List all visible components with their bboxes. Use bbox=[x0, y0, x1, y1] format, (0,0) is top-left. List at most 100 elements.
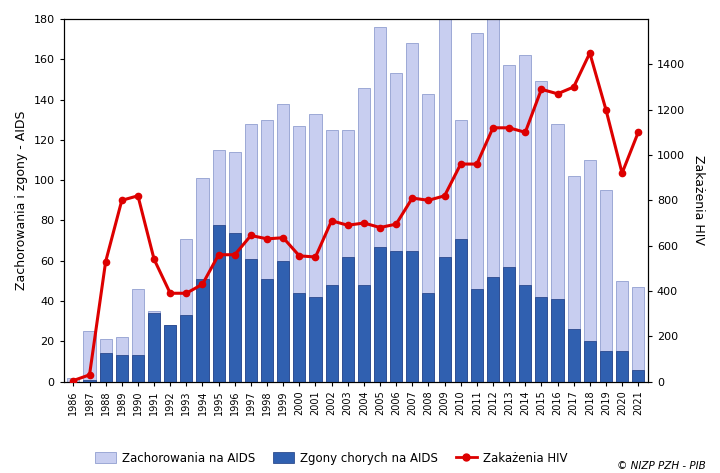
Bar bbox=[632, 287, 644, 382]
Zakażenia HIV bbox=[134, 193, 143, 199]
Zakażenia HIV bbox=[295, 253, 304, 259]
Zakażenia HIV bbox=[150, 256, 158, 262]
Zakażenia HIV bbox=[472, 161, 481, 167]
Bar bbox=[342, 130, 354, 382]
Bar bbox=[567, 329, 580, 382]
Bar bbox=[454, 120, 467, 382]
Bar bbox=[584, 342, 596, 382]
Bar bbox=[99, 339, 112, 382]
Bar bbox=[148, 313, 160, 382]
Bar bbox=[245, 259, 257, 382]
Zakażenia HIV bbox=[359, 220, 368, 226]
Zakażenia HIV bbox=[182, 290, 191, 296]
Bar bbox=[277, 261, 289, 382]
Bar bbox=[261, 279, 273, 382]
Bar bbox=[293, 126, 305, 382]
Zakażenia HIV bbox=[328, 218, 336, 224]
Bar bbox=[374, 27, 386, 382]
Zakażenia HIV bbox=[85, 372, 94, 377]
Zakażenia HIV bbox=[263, 236, 271, 242]
Zakażenia HIV bbox=[424, 198, 433, 203]
Bar bbox=[406, 43, 418, 382]
Bar bbox=[471, 33, 483, 382]
Bar bbox=[600, 190, 612, 382]
Zakażenia HIV bbox=[166, 290, 174, 296]
Zakażenia HIV bbox=[456, 161, 465, 167]
Bar bbox=[197, 178, 209, 382]
Bar bbox=[99, 353, 112, 382]
Zakażenia HIV bbox=[489, 125, 498, 131]
Bar bbox=[325, 285, 338, 382]
Bar bbox=[132, 356, 144, 382]
Zakażenia HIV bbox=[279, 235, 287, 241]
Zakażenia HIV bbox=[69, 377, 78, 383]
Zakażenia HIV bbox=[117, 198, 126, 203]
Bar bbox=[567, 176, 580, 382]
Bar bbox=[212, 225, 225, 382]
Bar bbox=[180, 238, 192, 382]
Y-axis label: Zakażenia HIV: Zakażenia HIV bbox=[692, 156, 705, 245]
Bar bbox=[438, 19, 451, 382]
Bar bbox=[374, 246, 386, 382]
Bar bbox=[68, 377, 79, 382]
Bar bbox=[84, 331, 96, 382]
Bar bbox=[132, 289, 144, 382]
Bar bbox=[487, 13, 499, 382]
Bar bbox=[390, 73, 402, 382]
Bar bbox=[616, 281, 628, 382]
Bar bbox=[116, 356, 128, 382]
Line: Zakażenia HIV: Zakażenia HIV bbox=[71, 50, 642, 384]
Bar bbox=[423, 94, 434, 382]
Zakażenia HIV bbox=[537, 87, 546, 92]
Bar bbox=[261, 120, 273, 382]
Bar bbox=[342, 257, 354, 382]
Zakażenia HIV bbox=[311, 254, 320, 260]
Bar bbox=[519, 55, 531, 382]
Bar bbox=[229, 233, 240, 382]
Zakażenia HIV bbox=[634, 130, 642, 135]
Zakażenia HIV bbox=[408, 195, 417, 201]
Legend: Zachorowania na AIDS, Zgony chorych na AIDS, Zakażenia HIV: Zachorowania na AIDS, Zgony chorych na A… bbox=[95, 452, 567, 465]
Zakażenia HIV bbox=[246, 233, 255, 238]
Bar bbox=[325, 130, 338, 382]
Bar bbox=[358, 285, 370, 382]
Zakażenia HIV bbox=[102, 259, 110, 264]
Zakażenia HIV bbox=[215, 252, 223, 258]
Bar bbox=[310, 114, 322, 382]
Bar bbox=[293, 293, 305, 382]
Zakażenia HIV bbox=[553, 91, 562, 96]
Bar bbox=[197, 279, 209, 382]
Zakażenia HIV bbox=[198, 281, 207, 287]
Bar bbox=[229, 152, 240, 382]
Zakażenia HIV bbox=[618, 170, 626, 176]
Bar bbox=[277, 104, 289, 382]
Bar bbox=[423, 293, 434, 382]
Bar bbox=[358, 88, 370, 382]
Y-axis label: Zachorowania i zgony - AIDS: Zachorowania i zgony - AIDS bbox=[15, 111, 28, 290]
Bar bbox=[503, 267, 516, 382]
Bar bbox=[390, 251, 402, 382]
Zakażenia HIV bbox=[521, 130, 530, 135]
Bar bbox=[616, 351, 628, 382]
Bar bbox=[454, 238, 467, 382]
Bar bbox=[310, 297, 322, 382]
Bar bbox=[164, 325, 176, 382]
Bar bbox=[180, 315, 192, 382]
Bar bbox=[148, 311, 160, 382]
Bar bbox=[84, 380, 96, 382]
Bar bbox=[632, 369, 644, 382]
Bar bbox=[552, 299, 564, 382]
Zakażenia HIV bbox=[505, 125, 513, 131]
Bar bbox=[164, 325, 176, 382]
Bar bbox=[245, 124, 257, 382]
Bar bbox=[471, 289, 483, 382]
Bar bbox=[584, 160, 596, 382]
Zakażenia HIV bbox=[392, 221, 400, 227]
Bar bbox=[212, 150, 225, 382]
Text: © NIZP PZH - PIB: © NIZP PZH - PIB bbox=[617, 461, 706, 471]
Bar bbox=[438, 257, 451, 382]
Bar bbox=[552, 124, 564, 382]
Zakażenia HIV bbox=[343, 222, 352, 228]
Bar bbox=[406, 251, 418, 382]
Bar bbox=[503, 65, 516, 382]
